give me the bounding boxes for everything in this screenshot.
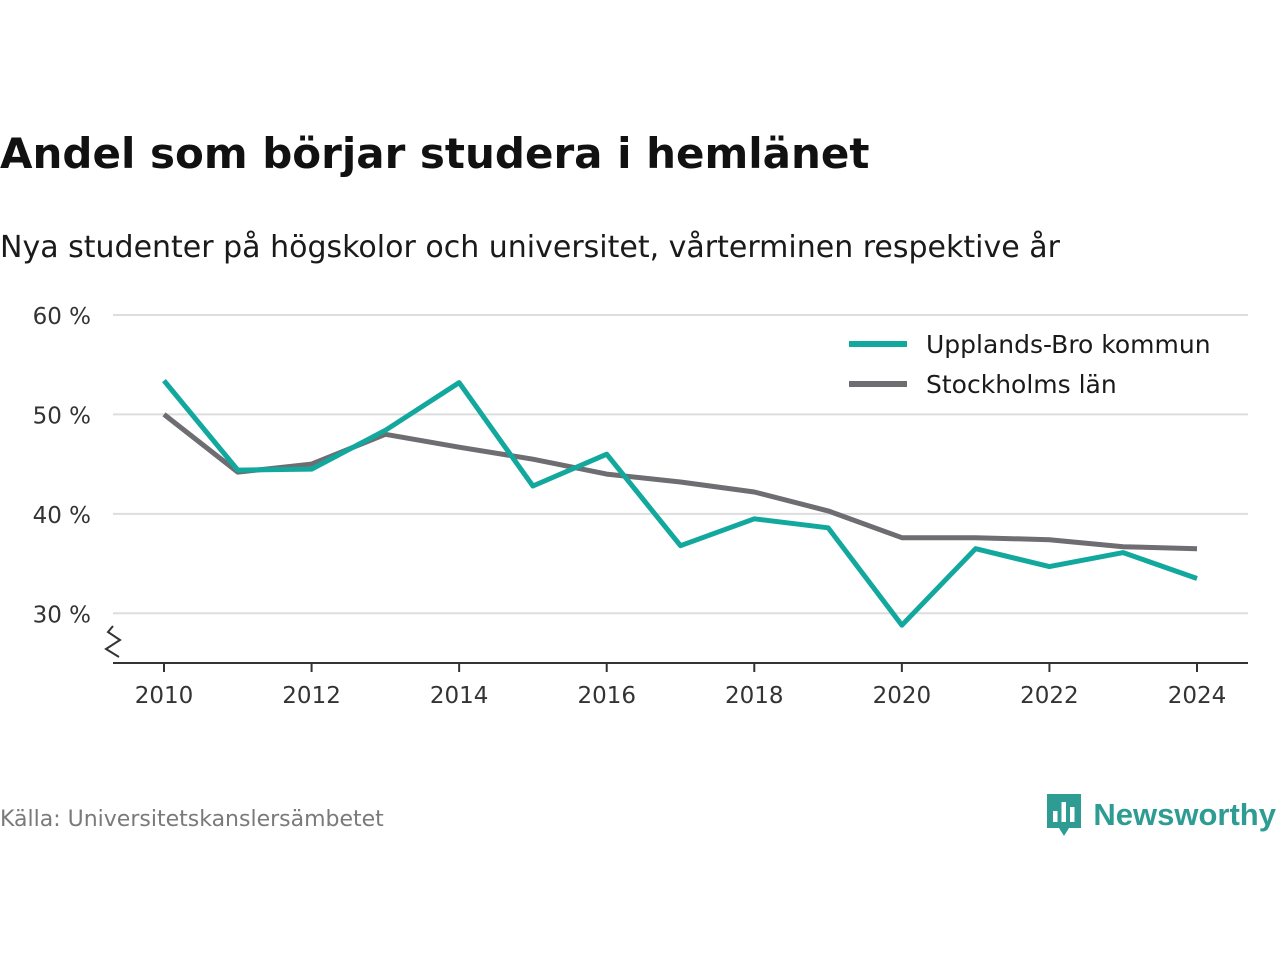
y-tick-label: 50 % <box>33 403 91 429</box>
legend-label: Stockholms län <box>926 370 1117 399</box>
x-tick-label: 2012 <box>282 683 341 709</box>
series-line-stockholms-l-n <box>162 412 1198 552</box>
x-tick-label: 2010 <box>135 683 194 709</box>
y-axis-tick-labels: 30 % 40 % 50 % 60 % <box>33 304 91 628</box>
y-tick-label: 30 % <box>33 602 91 628</box>
x-tick-label: 2020 <box>873 683 932 709</box>
x-axis <box>104 625 1248 672</box>
legend-label: Upplands-Bro kommun <box>926 330 1211 359</box>
newsworthy-logo-icon <box>1047 794 1082 836</box>
series-line-upplands-bro-kommun <box>162 379 1198 628</box>
x-tick-label: 2022 <box>1020 683 1079 709</box>
chart-subtitle: Nya studenter på högskolor och universit… <box>0 230 1060 265</box>
data-series <box>162 379 1198 628</box>
x-tick-label: 2018 <box>725 683 784 709</box>
legend: Upplands-Bro kommun Stockholms län <box>849 330 1211 399</box>
x-axis-tick-labels: 2010 2012 2014 2016 2018 2020 2022 2024 <box>135 683 1227 709</box>
brand-name: Newsworthy <box>1093 797 1276 832</box>
y-tick-label: 40 % <box>33 503 91 529</box>
x-tick-label: 2016 <box>577 683 636 709</box>
x-tick-label: 2024 <box>1168 683 1227 709</box>
y-tick-label: 60 % <box>33 304 91 330</box>
x-tick-label: 2014 <box>430 683 489 709</box>
y-axis-break-icon <box>104 625 122 658</box>
brand: Newsworthy <box>1045 790 1276 840</box>
gridlines <box>113 314 1248 615</box>
source-note: Källa: Universitetskanslersämbetet <box>0 807 384 832</box>
chart-title: Andel som börjar studera i hemlänet <box>0 129 870 178</box>
